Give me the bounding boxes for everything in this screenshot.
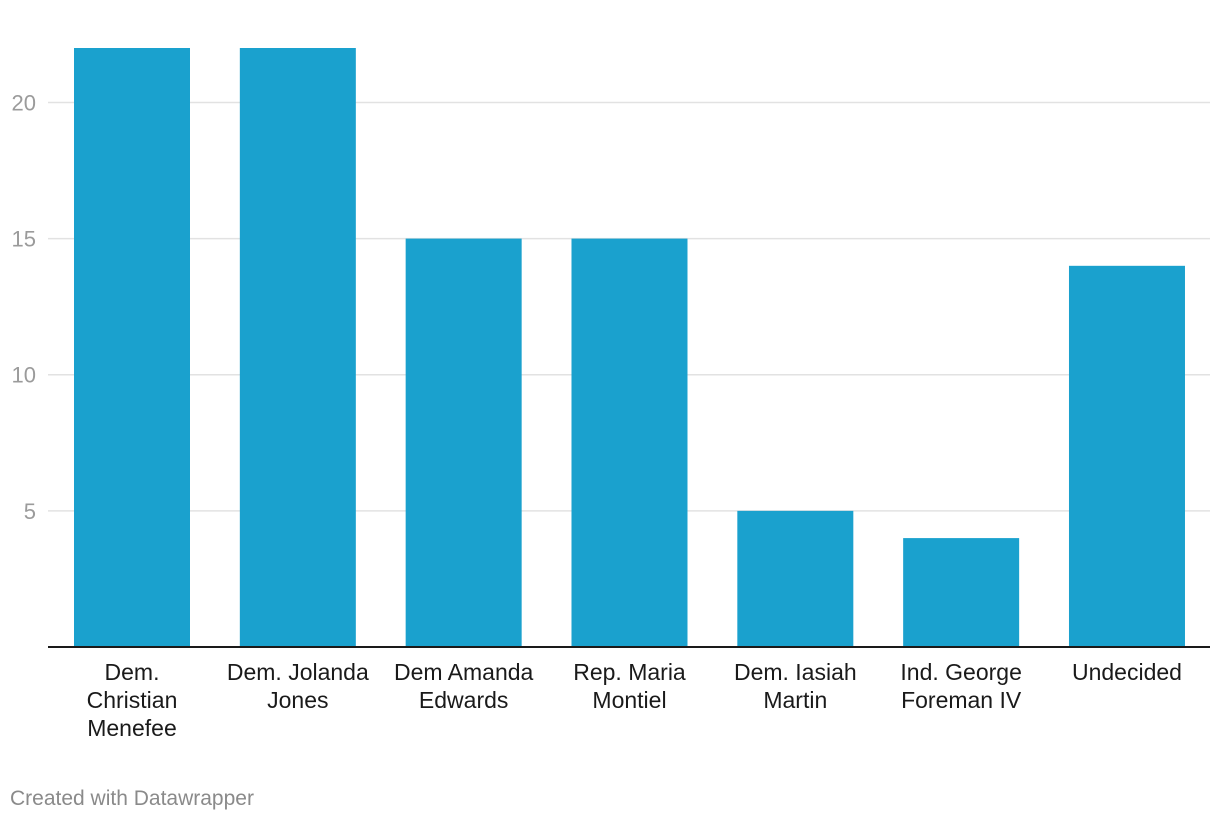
x-tick-label-3: Dem Amanda Edwards [394, 659, 534, 713]
y-tick-label-10: 10 [12, 363, 36, 388]
x-tick-label-1: Dem. Christian Menefee [87, 659, 178, 741]
bar-5 [737, 510, 854, 647]
x-tick-label-5: Dem. Iasiah Martin [734, 659, 857, 713]
bar-chart: 5 10 15 20 Dem. Christian Menefee Dem. Jolanda J… [12, 48, 1210, 741]
x-tick-label-4: Rep. Maria Montiel [573, 659, 686, 713]
bar-6 [903, 538, 1020, 647]
bar-4 [571, 238, 688, 647]
x-tick-label-2: Dem. Jolanda Jones [227, 659, 369, 713]
x-tick-label-7: Undecided [1072, 659, 1182, 685]
bar-2 [239, 48, 356, 647]
bar-1 [74, 48, 190, 647]
y-tick-label-20: 20 [12, 90, 36, 115]
y-tick-label-15: 15 [12, 227, 36, 252]
bar-7 [1068, 265, 1185, 647]
datawrapper-credit: Created with Datawrapper [10, 787, 254, 810]
y-tick-label-5: 5 [24, 499, 36, 524]
x-tick-label-6: Ind. George Foreman IV [900, 659, 1021, 713]
bar-3 [405, 238, 522, 647]
